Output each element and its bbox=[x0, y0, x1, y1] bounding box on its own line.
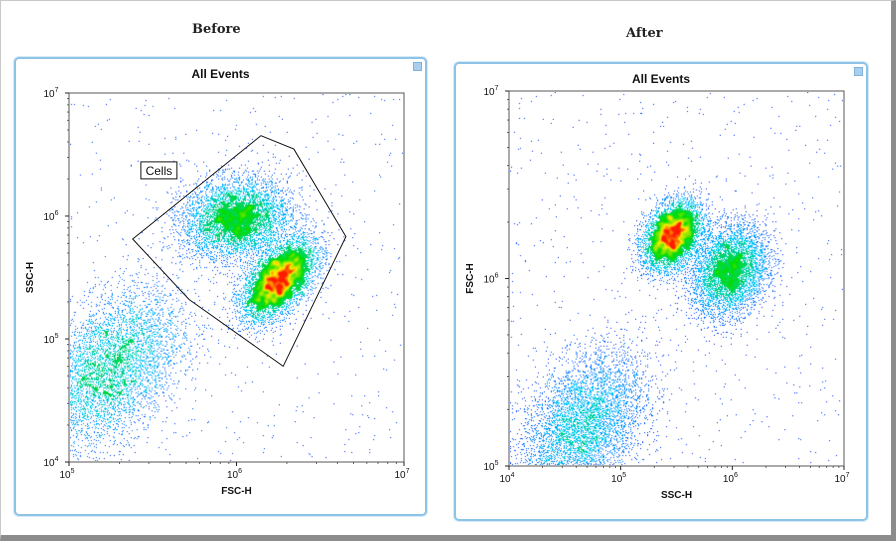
x-tick-label: 106 bbox=[227, 468, 242, 481]
x-tick-label: 105 bbox=[59, 468, 74, 481]
x-tick-label: 105 bbox=[611, 472, 626, 485]
x-tick-label: 106 bbox=[723, 472, 738, 485]
gate-label: Cells bbox=[146, 164, 173, 178]
panel-resize-handle[interactable] bbox=[854, 67, 863, 76]
y-tick-label: 107 bbox=[483, 85, 498, 98]
x-tick-label: 107 bbox=[394, 468, 409, 481]
y-tick-label: 107 bbox=[43, 87, 58, 100]
x-axis-label: FSC-H bbox=[221, 486, 252, 497]
panel-resize-handle[interactable] bbox=[413, 62, 422, 71]
y-axis-label: SSC-H bbox=[25, 262, 36, 293]
y-tick-label: 104 bbox=[43, 456, 58, 469]
event-density-points bbox=[510, 92, 843, 465]
y-tick-label: 105 bbox=[43, 333, 58, 346]
y-axis-label: FSC-H bbox=[465, 263, 476, 294]
y-tick-label: 105 bbox=[483, 460, 498, 473]
x-tick-label: 107 bbox=[834, 472, 849, 485]
y-tick-label: 106 bbox=[43, 210, 58, 223]
x-axis-label: SSC-H bbox=[661, 490, 692, 501]
y-tick-label: 106 bbox=[483, 273, 498, 286]
before-heading: Before bbox=[192, 22, 241, 37]
x-tick-label: 104 bbox=[499, 472, 514, 485]
after-plot-title: All Events bbox=[631, 72, 691, 86]
gate-label-box[interactable] bbox=[140, 161, 178, 180]
cells-gate-polygon[interactable] bbox=[131, 135, 347, 368]
before-plot-title: All Events bbox=[191, 67, 250, 81]
after-heading: After bbox=[626, 26, 663, 41]
